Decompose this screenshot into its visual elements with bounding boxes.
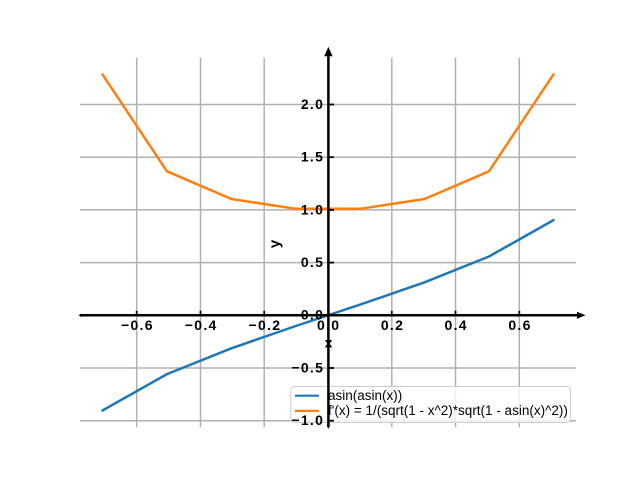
svg-text:1.0: 1.0 [301, 201, 324, 217]
svg-text:0.2: 0.2 [381, 317, 404, 333]
svg-text:y: y [267, 239, 284, 248]
svg-text:0.5: 0.5 [301, 254, 324, 270]
svg-text:0.6: 0.6 [508, 317, 531, 333]
svg-text:−0.6: −0.6 [121, 317, 154, 333]
svg-text:x: x [325, 335, 333, 351]
svg-text:2.0: 2.0 [301, 96, 324, 112]
svg-text:asin(asin(x)): asin(asin(x)) [328, 388, 402, 403]
svg-text:f'(x) = 1/(sqrt(1 - x^2)*sqrt(: f'(x) = 1/(sqrt(1 - x^2)*sqrt(1 - asin(x… [328, 403, 568, 418]
svg-text:−0.5: −0.5 [291, 359, 324, 375]
svg-text:−0.2: −0.2 [248, 317, 281, 333]
svg-text:1.5: 1.5 [301, 149, 324, 165]
svg-text:−0.4: −0.4 [185, 317, 218, 333]
svg-text:0.4: 0.4 [445, 317, 468, 333]
svg-text:−1.0: −1.0 [291, 412, 324, 428]
svg-text:0.0: 0.0 [301, 307, 324, 323]
svg-text:0.0: 0.0 [317, 317, 340, 333]
